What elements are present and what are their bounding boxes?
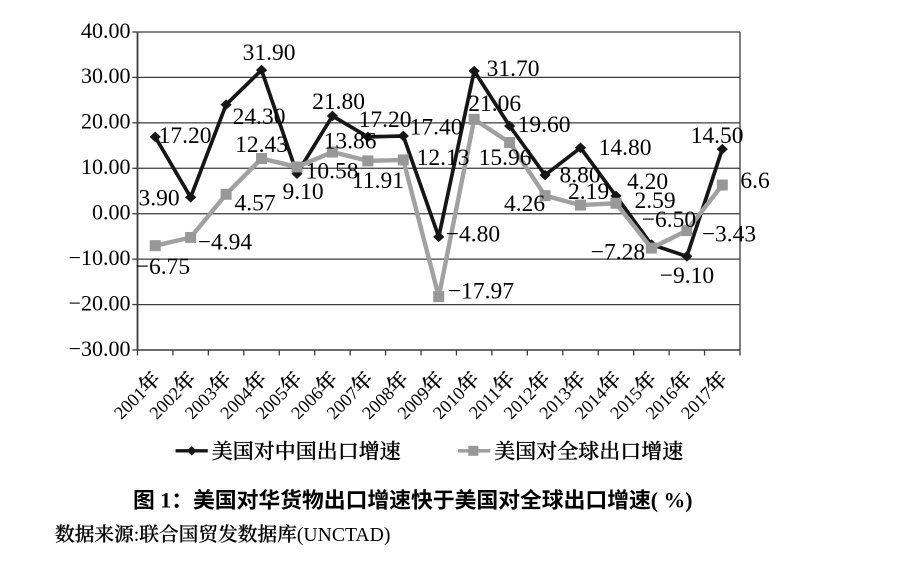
svg-text:14.50: 14.50 xyxy=(691,123,744,149)
svg-text:21.80: 21.80 xyxy=(312,89,365,115)
svg-text:2.19: 2.19 xyxy=(568,179,609,205)
svg-text:4.20: 4.20 xyxy=(627,169,668,195)
svg-text:−30.00: −30.00 xyxy=(69,336,131,361)
svg-text:−17.97: −17.97 xyxy=(448,278,514,304)
svg-text:−20.00: −20.00 xyxy=(69,290,131,315)
svg-text:14.80: 14.80 xyxy=(599,135,652,161)
svg-text:31.70: 31.70 xyxy=(487,56,540,82)
svg-text:21.06: 21.06 xyxy=(468,91,521,117)
svg-text:30.00: 30.00 xyxy=(81,63,131,88)
svg-text:24.30: 24.30 xyxy=(233,104,286,130)
svg-text:3.90: 3.90 xyxy=(138,185,179,211)
svg-text:12.13: 12.13 xyxy=(417,145,470,171)
svg-text:40.00: 40.00 xyxy=(81,18,131,43)
svg-text:10.00: 10.00 xyxy=(81,154,131,179)
svg-text:17.40: 17.40 xyxy=(410,114,463,140)
svg-text:−7.28: −7.28 xyxy=(591,239,645,265)
svg-text:20.00: 20.00 xyxy=(81,109,131,134)
svg-text:4.57: 4.57 xyxy=(234,190,275,216)
svg-text:13.86: 13.86 xyxy=(324,128,377,154)
svg-text:1: 1 xyxy=(160,489,171,513)
svg-text:15.96: 15.96 xyxy=(479,145,532,171)
svg-text:31.90: 31.90 xyxy=(243,40,296,66)
svg-text:−4.80: −4.80 xyxy=(446,221,500,247)
svg-text:2.59: 2.59 xyxy=(634,188,675,214)
svg-text:−9.10: −9.10 xyxy=(660,263,714,289)
svg-text:19.60: 19.60 xyxy=(518,112,571,138)
svg-text:0.00: 0.00 xyxy=(92,200,131,225)
svg-text:−3.43: −3.43 xyxy=(702,221,756,247)
svg-text:6.6: 6.6 xyxy=(740,168,770,194)
svg-text:−6.50: −6.50 xyxy=(642,207,696,233)
svg-text:11.91: 11.91 xyxy=(352,168,404,194)
svg-text:4.26: 4.26 xyxy=(504,191,545,217)
svg-text:17.20: 17.20 xyxy=(159,123,212,149)
svg-text:−4.94: −4.94 xyxy=(198,229,253,255)
svg-text:8.80: 8.80 xyxy=(559,162,600,188)
svg-text:12.43: 12.43 xyxy=(235,132,288,158)
svg-text:(UNCTAD): (UNCTAD) xyxy=(297,524,391,546)
svg-text:−10.00: −10.00 xyxy=(69,245,131,270)
svg-text:10.58: 10.58 xyxy=(306,158,359,184)
svg-text:17.20: 17.20 xyxy=(359,107,412,133)
svg-text:( %): ( %) xyxy=(651,489,693,513)
svg-text:9.10: 9.10 xyxy=(282,179,323,205)
svg-text::: : xyxy=(134,524,139,546)
svg-text:−6.75: −6.75 xyxy=(136,254,190,280)
